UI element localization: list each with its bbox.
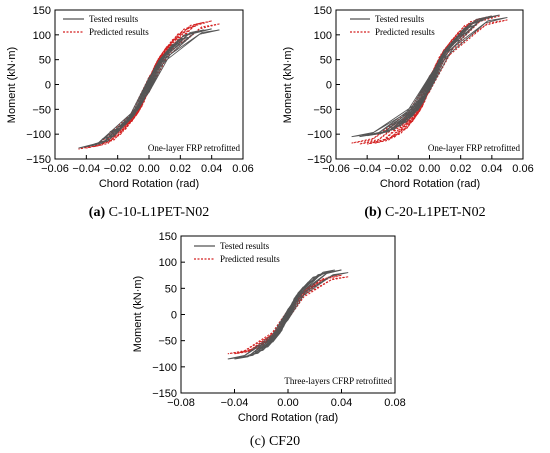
legend-label-tested-a: Tested results [89,14,139,24]
x-axis-label-a: Chord Rotation (rad) [99,178,199,190]
annotation-c: Three-layers CFRP retrofitted [284,376,392,386]
caption-text-a: C-10-L1PET-N02 [109,205,210,220]
x-tick-label-c-0: −0.08 [167,397,195,409]
y-axis-label-c: Moment (kN·m) [132,276,144,352]
caption-text-b: C-20-L1PET-N02 [385,205,486,220]
ticks-c: −0.08 −0.04 0.00 0.04 0.08 −150 −100 −50 0 50 100 1… [152,231,405,409]
legend-a: Tested results Predicted results [63,14,149,37]
legend-c: Tested results Predicted results [194,241,280,264]
legend-label-predicted-c: Predicted results [220,254,280,264]
y-tick-label-c-2: −50 [158,336,177,348]
y-tick-label-a-0: −150 [26,154,51,166]
y-axis-label-a: Moment (kN·m) [6,47,18,123]
ticks-a: −0.06 −0.04 −0.02 0.00 0.02 0.04 0.06 −150 −100 −… [26,5,253,175]
legend-label-tested-c: Tested results [220,241,270,251]
y-tick-label-b-2: −50 [313,104,332,116]
y-tick-label-c-4: 50 [165,283,177,295]
data-layer-c [227,269,349,360]
y-tick-label-a-6: 150 [33,5,51,17]
panel-b: −0.06 −0.04 −0.02 0.00 0.02 0.04 0.06 −150 −100 −… [282,5,534,220]
y-tick-label-b-5: 100 [314,30,332,42]
x-tick-label-c-4: 0.08 [384,397,405,409]
y-tick-label-a-2: −50 [32,104,51,116]
y-tick-label-b-0: −150 [307,154,332,166]
caption-letter-b: (b) [364,205,381,220]
x-tick-label-a-2: −0.02 [104,163,132,175]
y-tick-label-a-3: 0 [45,80,51,92]
x-tick-label-a-1: −0.04 [72,163,100,175]
legend-b: Tested results Predicted results [350,14,435,37]
x-axis-label-b: Chord Rotation (rad) [380,178,480,190]
y-tick-label-c-6: 150 [159,231,177,243]
x-tick-label-c-2: 0.00 [277,397,298,409]
x-tick-label-c-3: 0.04 [331,397,352,409]
y-tick-label-c-1: −100 [152,362,177,374]
caption-letter-a: (a) [89,205,106,220]
annotation-b: One-layer FRP retrofitted [428,143,521,153]
y-tick-label-c-5: 100 [159,257,177,269]
tested-loop-b-9 [359,14,500,138]
y-tick-label-a-4: 50 [39,55,51,67]
y-tick-label-b-1: −100 [307,129,332,141]
x-tick-label-a-4: 0.02 [170,163,191,175]
y-tick-label-a-1: −100 [26,129,51,141]
legend-label-predicted-b: Predicted results [375,27,435,37]
tested-loop-a-4 [117,41,181,128]
annotation-a: One-layer FRP retrofitted [148,143,241,153]
x-tick-label-b-2: −0.02 [384,163,412,175]
y-tick-label-c-0: −150 [152,388,177,400]
x-tick-label-b-4: 0.02 [450,163,471,175]
x-tick-label-a-6: 0.06 [232,163,253,175]
caption-c: (c) CF20 [250,434,300,449]
x-tick-label-b-1: −0.04 [353,163,381,175]
x-tick-label-b-0: −0.06 [322,163,350,175]
caption-letter-c: (c) [250,434,266,449]
y-tick-label-c-3: 0 [171,310,177,322]
caption-a: (a) C-10-L1PET-N02 [89,205,209,220]
data-layer-a [78,20,220,150]
y-tick-label-b-6: 150 [314,5,332,17]
x-tick-label-a-3: 0.00 [138,163,159,175]
caption-b: (b) C-20-L1PET-N02 [364,205,485,220]
x-tick-label-b-5: 0.04 [481,163,502,175]
caption-text-c: CF20 [269,434,300,449]
x-tick-label-a-5: 0.04 [201,163,222,175]
x-tick-label-b-3: 0.00 [419,163,440,175]
y-tick-label-b-3: 0 [326,80,332,92]
legend-label-predicted-a: Predicted results [89,27,149,37]
x-axis-label-c: Chord Rotation (rad) [238,412,338,424]
y-tick-label-a-5: 100 [33,30,51,42]
legend-label-tested-b: Tested results [375,14,425,24]
tested-loop-c-7 [234,269,342,360]
x-tick-label-c-1: −0.04 [221,397,249,409]
y-axis-label-b: Moment (kN·m) [282,47,294,123]
tested-loop-a-9 [78,29,220,149]
panel-c: −0.08 −0.04 0.00 0.04 0.08 −150 −100 −50 0 50 100 1… [132,231,406,449]
y-tick-label-b-4: 50 [320,55,332,67]
x-tick-label-b-6: 0.06 [512,163,533,175]
data-layer-b [351,14,508,145]
tested-loop-c-8 [227,272,349,360]
tested-loop-b-10 [351,17,508,138]
x-tick-label-a-0: −0.06 [41,163,69,175]
panel-a: −0.06 −0.04 −0.02 0.00 0.02 0.04 0.06 −150 −100 −… [6,5,254,220]
ticks-b: −0.06 −0.04 −0.02 0.00 0.02 0.04 0.06 −150 −100 −… [307,5,533,175]
